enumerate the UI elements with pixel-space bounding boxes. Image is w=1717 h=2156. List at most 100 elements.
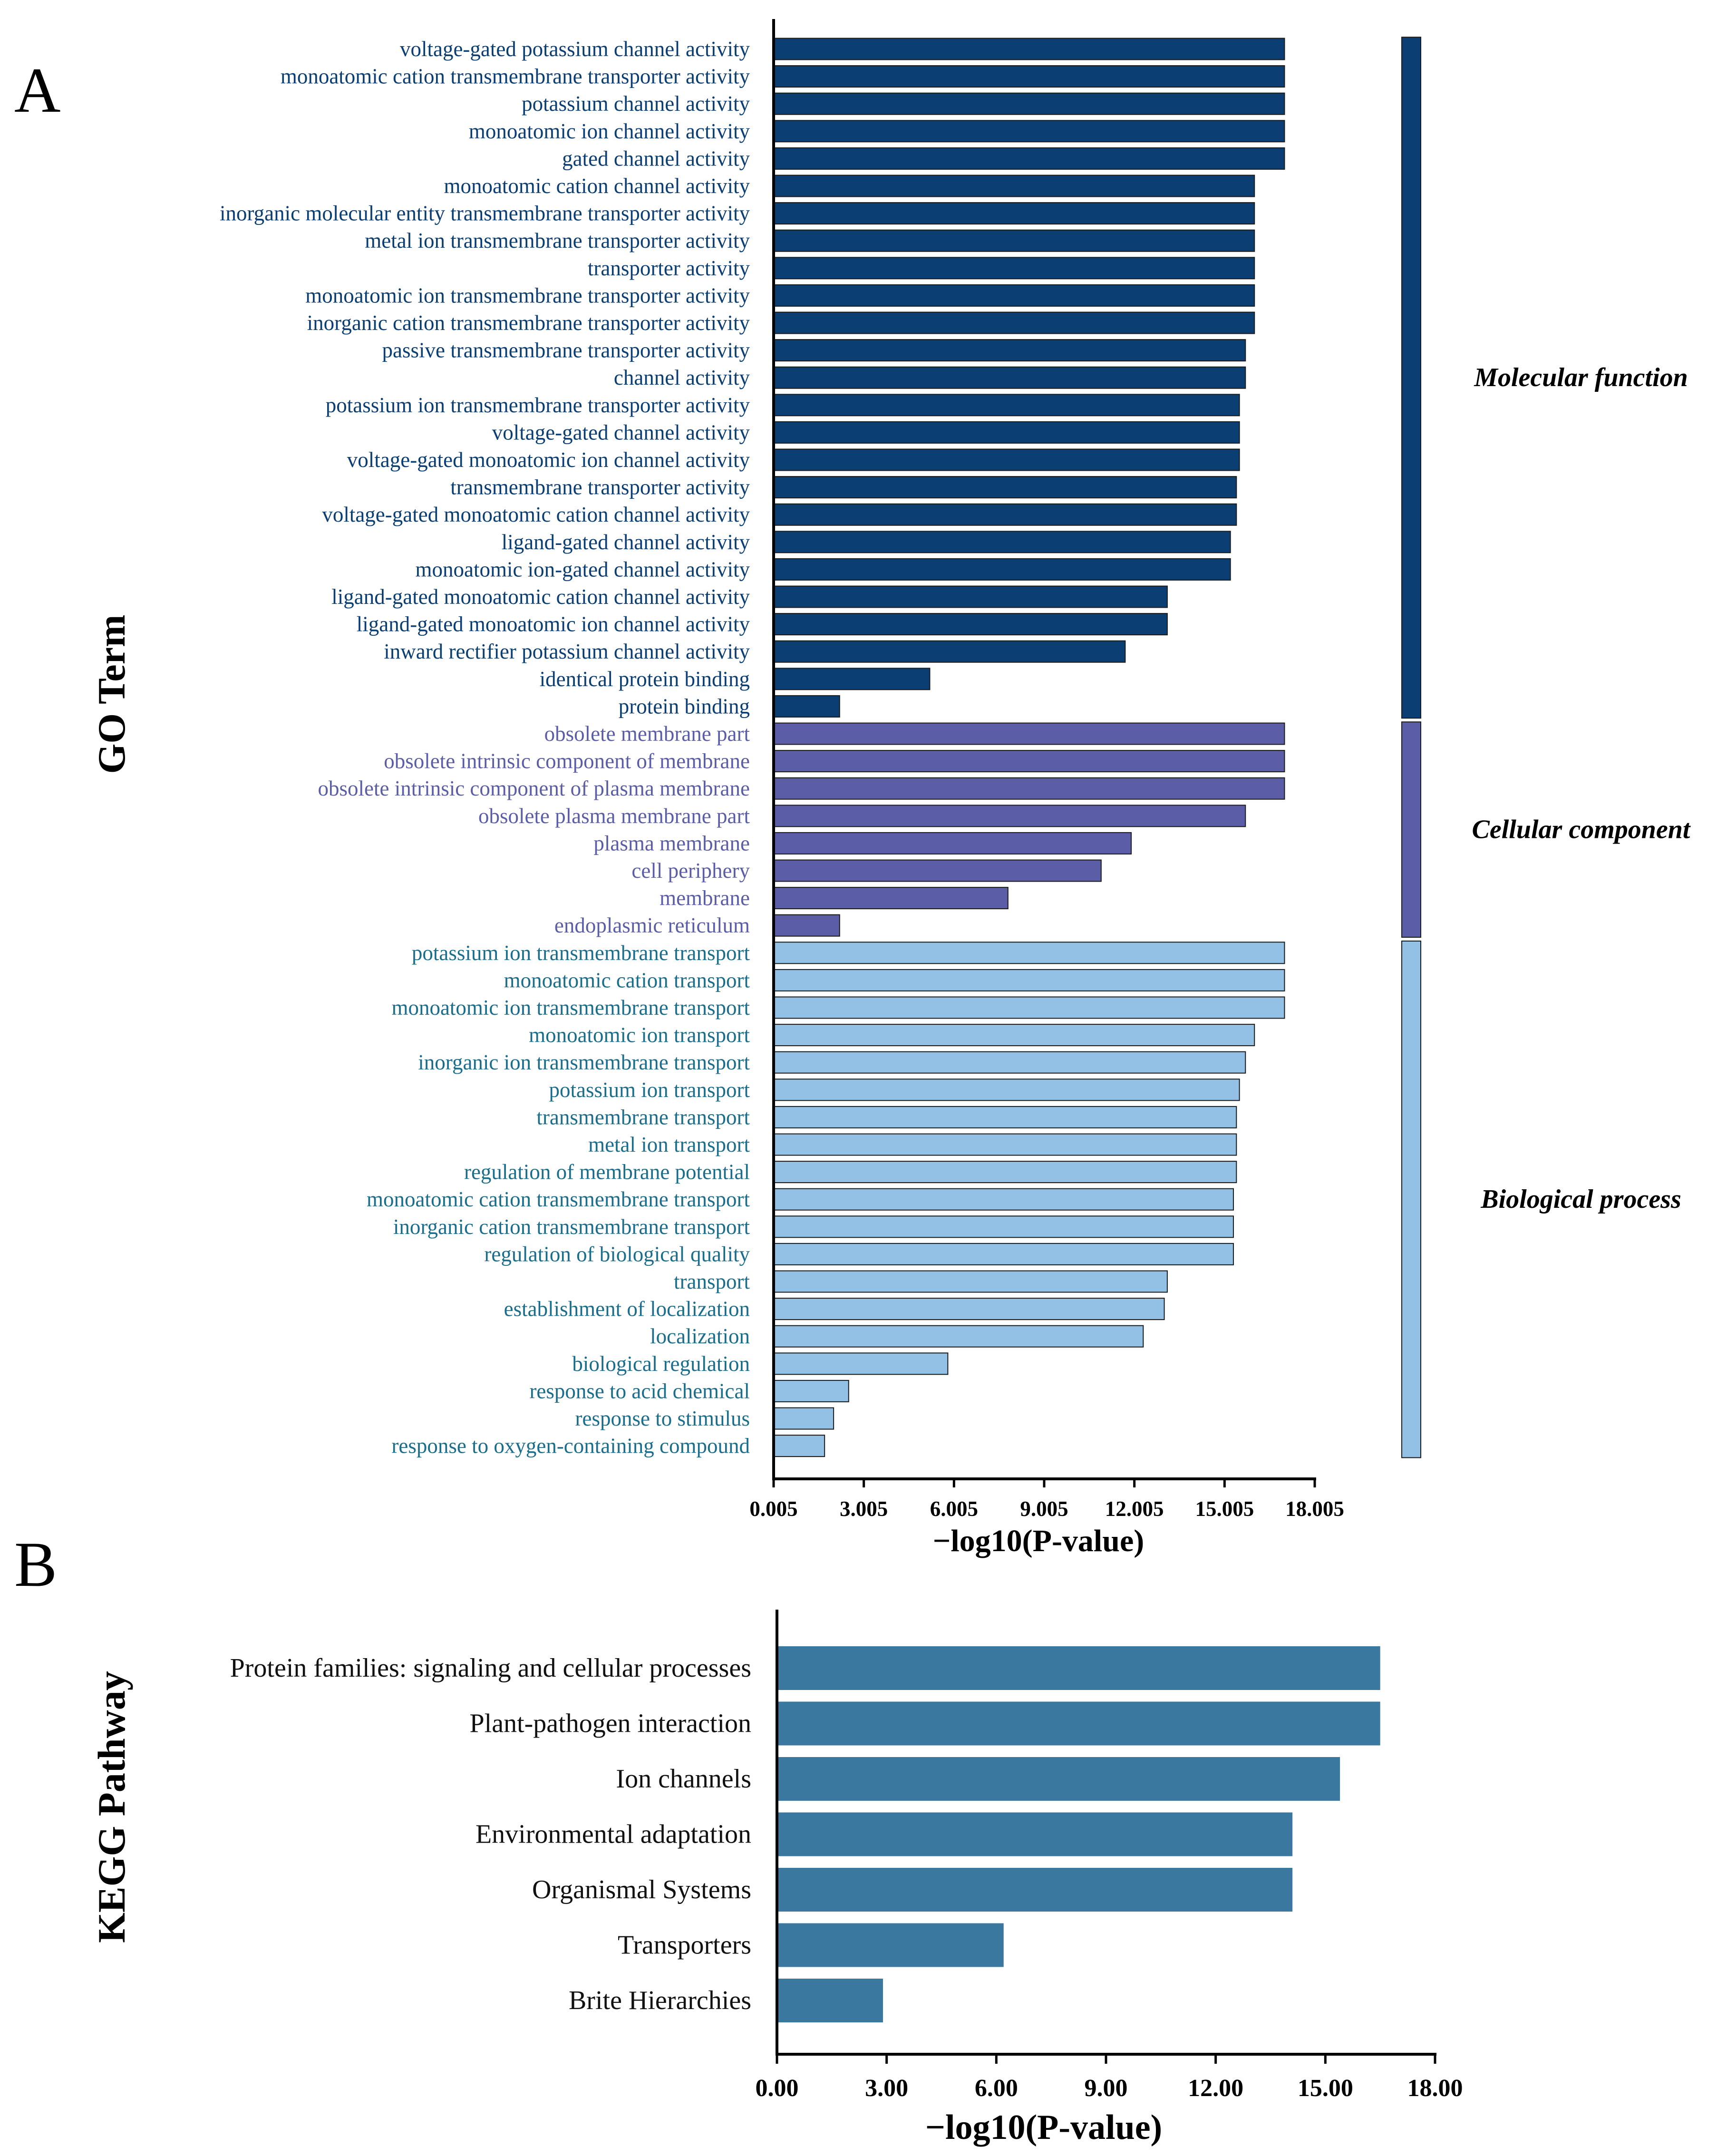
kegg-bar-6 xyxy=(777,1979,883,2022)
bar-molecular-function-17 xyxy=(773,503,1237,526)
category-label: transmembrane transport xyxy=(536,1105,750,1129)
bar-molecular-function-2 xyxy=(773,92,1285,115)
bar-biological-process-4 xyxy=(773,1051,1246,1074)
category-label: inorganic cation transmembrane transport xyxy=(393,1215,750,1239)
category-label: plasma membrane xyxy=(593,831,750,855)
x-tick-label: 0.005 xyxy=(749,1497,797,1521)
x-tick-label: 9.005 xyxy=(1020,1497,1068,1521)
panel-a-y-axis-title: GO Term xyxy=(90,615,133,774)
category-label: obsolete membrane part xyxy=(544,722,750,746)
bar-molecular-function-5 xyxy=(773,175,1255,197)
category-label: membrane xyxy=(660,886,750,910)
x-tick-label: 6.005 xyxy=(930,1497,978,1521)
category-label: monoatomic ion transport xyxy=(529,1023,750,1047)
bar-biological-process-7 xyxy=(773,1133,1237,1156)
bar-biological-process-0 xyxy=(773,942,1285,964)
x-tick-label: 15.005 xyxy=(1195,1497,1254,1521)
category-label: response to acid chemical xyxy=(529,1379,750,1403)
bar-molecular-function-15 xyxy=(773,448,1240,471)
category-label: ligand-gated monoatomic ion channel acti… xyxy=(357,612,750,636)
panel-a-label: A xyxy=(14,55,61,126)
bar-cellular-component-0 xyxy=(773,722,1285,745)
category-label: channel activity xyxy=(614,366,750,389)
panel-b-category-labels: Protein families: signaling and cellular… xyxy=(230,1653,751,2015)
kegg-bar-4 xyxy=(777,1868,1293,1912)
category-label: biological regulation xyxy=(572,1352,750,1376)
category-label: response to stimulus xyxy=(575,1407,750,1430)
category-label: identical protein binding xyxy=(540,667,750,691)
category-label: monoatomic cation channel activity xyxy=(444,174,750,198)
category-label: establishment of localization xyxy=(504,1297,750,1321)
kegg-x-tick-label: 3.00 xyxy=(865,2075,908,2102)
bar-molecular-function-7 xyxy=(773,229,1255,252)
group-bracket-biological-process xyxy=(1401,941,1421,1458)
bar-molecular-function-6 xyxy=(773,202,1255,225)
category-label: cell periphery xyxy=(631,859,750,883)
kegg-category-label: Environmental adaptation xyxy=(475,1820,751,1849)
bar-cellular-component-2 xyxy=(773,777,1285,800)
category-label: voltage-gated channel activity xyxy=(492,420,750,444)
category-label: endoplasmic reticulum xyxy=(554,913,750,937)
bar-biological-process-2 xyxy=(773,996,1285,1019)
panel-b-y-axis-title: KEGG Pathway xyxy=(90,1671,133,1943)
bar-molecular-function-24 xyxy=(773,695,840,718)
bar-molecular-function-8 xyxy=(773,257,1255,280)
panel-a-bars xyxy=(773,38,1285,1457)
kegg-category-label: Protein families: signaling and cellular… xyxy=(230,1653,751,1683)
category-label: voltage-gated potassium channel activity xyxy=(400,37,750,61)
category-label: response to oxygen-containing compound xyxy=(391,1434,750,1458)
panel-b-x-axis-ticks: 0.00 3.00 6.00 9.00 12.00 15.00 18.00 xyxy=(756,2054,1463,2102)
kegg-bar-3 xyxy=(777,1812,1293,1856)
bar-biological-process-15 xyxy=(773,1352,949,1375)
group-label-biological-process: Biological process xyxy=(1480,1185,1681,1214)
category-label: ligand-gated channel activity xyxy=(502,530,750,554)
category-label: monoatomic cation transmembrane transpor… xyxy=(367,1187,750,1211)
bar-biological-process-1 xyxy=(773,969,1285,991)
group-label-molecular-function: Molecular function xyxy=(1474,363,1688,392)
category-label: monoatomic cation transmembrane transpor… xyxy=(281,65,750,88)
bar-molecular-function-9 xyxy=(773,284,1255,307)
category-label: regulation of biological quality xyxy=(484,1242,750,1266)
category-label: potassium ion transport xyxy=(549,1078,750,1102)
category-label: obsolete intrinsic component of membrane xyxy=(384,749,750,773)
category-label: protein binding xyxy=(619,694,750,718)
group-bracket-cellular-component xyxy=(1401,721,1421,938)
bar-molecular-function-10 xyxy=(773,311,1255,334)
bar-biological-process-6 xyxy=(773,1106,1237,1128)
kegg-category-label: Transporters xyxy=(618,1931,751,1960)
panel-a-category-labels: voltage-gated potassium channel activity… xyxy=(220,37,750,1458)
bar-molecular-function-0 xyxy=(773,38,1285,60)
bar-molecular-function-22 xyxy=(773,640,1126,663)
category-label: localization xyxy=(650,1324,750,1348)
panel-b-kegg-chart: B KEGG Pathway Protein families: signali… xyxy=(14,1529,1463,2147)
category-label: ligand-gated monoatomic cation channel a… xyxy=(331,585,750,609)
bar-molecular-function-19 xyxy=(773,558,1231,581)
category-label: monoatomic ion transmembrane transporter… xyxy=(305,283,750,307)
bar-cellular-component-1 xyxy=(773,750,1285,773)
category-label: transporter activity xyxy=(588,256,750,280)
kegg-bar-2 xyxy=(777,1757,1340,1801)
bar-cellular-component-7 xyxy=(773,914,840,937)
bar-biological-process-18 xyxy=(773,1435,825,1457)
category-label: obsolete intrinsic component of plasma m… xyxy=(318,777,750,800)
bar-molecular-function-18 xyxy=(773,531,1231,554)
bar-biological-process-8 xyxy=(773,1161,1237,1184)
bar-cellular-component-3 xyxy=(773,805,1246,827)
bar-biological-process-14 xyxy=(773,1325,1144,1348)
category-label: monoatomic cation transport xyxy=(504,968,750,992)
bar-molecular-function-4 xyxy=(773,147,1285,170)
bar-molecular-function-11 xyxy=(773,339,1246,362)
group-label-cellular-component: Cellular component xyxy=(1472,815,1691,845)
bar-biological-process-12 xyxy=(773,1270,1168,1293)
panel-a-go-chart: A GO Term voltage-gated potassium channe… xyxy=(14,19,1691,1558)
bar-biological-process-11 xyxy=(773,1243,1234,1265)
bar-molecular-function-21 xyxy=(773,613,1168,636)
category-label: monoatomic ion-gated channel activity xyxy=(415,557,750,581)
category-label: inorganic ion transmembrane transport xyxy=(418,1050,750,1074)
panel-a-x-axis-ticks: 0.005 3.005 6.005 9.005 12.005 15.005 18.005 xyxy=(749,1479,1344,1521)
category-label: potassium ion transmembrane transporter … xyxy=(326,393,750,417)
bar-molecular-function-12 xyxy=(773,366,1246,389)
category-label: gated channel activity xyxy=(562,146,750,170)
category-label: inorganic cation transmembrane transport… xyxy=(307,311,750,335)
